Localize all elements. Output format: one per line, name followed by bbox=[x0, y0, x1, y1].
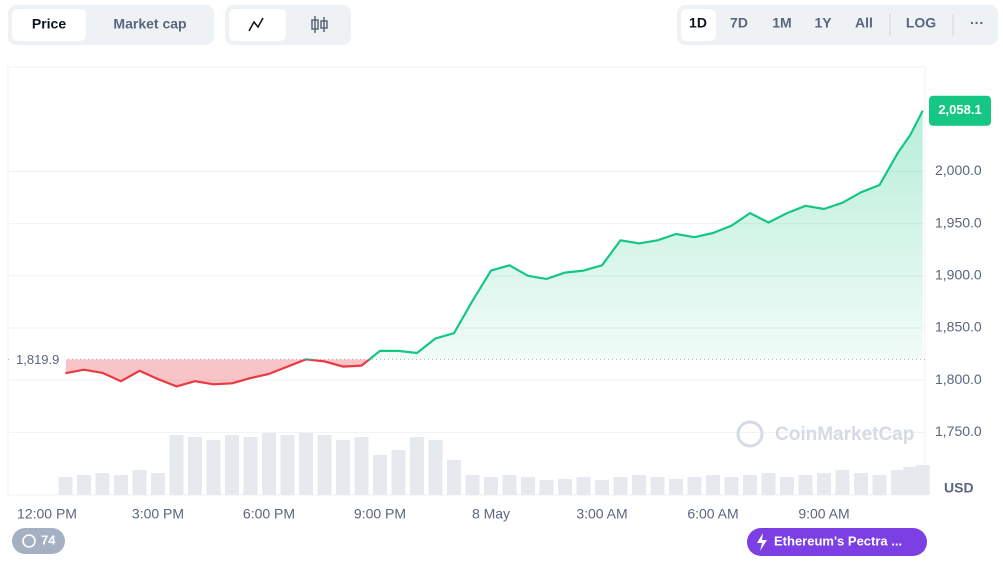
x-tick-label: 6:00 AM bbox=[687, 506, 738, 522]
price-line bbox=[65, 110, 924, 388]
watermark-logo bbox=[736, 420, 764, 448]
volume-bar bbox=[724, 477, 739, 495]
volume-bar bbox=[132, 470, 147, 495]
x-tick-label: 3:00 PM bbox=[132, 506, 184, 522]
news-text: Ethereum's Pectra ... bbox=[774, 533, 902, 548]
log-toggle[interactable]: LOG bbox=[906, 15, 936, 31]
x-tick-label: 9:00 PM bbox=[354, 506, 406, 522]
volume-bar bbox=[521, 477, 535, 495]
volume-bar bbox=[502, 475, 517, 495]
volume-bar bbox=[58, 477, 73, 495]
volume-bar bbox=[188, 437, 202, 495]
volume-bar bbox=[77, 475, 91, 495]
volume-bar bbox=[539, 480, 554, 495]
volume-bar bbox=[317, 435, 332, 495]
volume-bar bbox=[761, 473, 776, 495]
range-7d[interactable]: 7D bbox=[730, 15, 748, 31]
line-type-btn[interactable] bbox=[229, 9, 286, 41]
history-icon bbox=[22, 534, 36, 548]
volume-bar bbox=[280, 435, 295, 495]
volume-bar bbox=[650, 477, 665, 495]
volume-bar bbox=[114, 475, 128, 495]
range-group bbox=[677, 5, 998, 45]
volume-bar bbox=[817, 473, 831, 495]
x-tick-label: 8 May bbox=[472, 506, 510, 522]
volume-bar bbox=[854, 473, 868, 495]
x-tick-label: 3:00 AM bbox=[576, 506, 627, 522]
volume-bar bbox=[391, 450, 406, 495]
volume-bar bbox=[595, 480, 609, 495]
volume-bar bbox=[780, 477, 794, 495]
range-1d[interactable]: 1D bbox=[689, 15, 707, 31]
range-active-bg bbox=[681, 9, 716, 41]
range-1y[interactable]: 1Y bbox=[814, 15, 832, 31]
last-price-label: 2,058.1 bbox=[938, 102, 981, 117]
range-all[interactable]: All bbox=[855, 15, 873, 31]
volume-bar bbox=[447, 460, 461, 495]
volume-bar bbox=[206, 440, 221, 495]
x-tick-label: 12:00 PM bbox=[17, 506, 77, 522]
volume-bar bbox=[835, 470, 850, 495]
volume-bar bbox=[373, 455, 387, 495]
baseline-label-bg bbox=[10, 349, 66, 370]
x-tick-label: 9:00 AM bbox=[798, 506, 849, 522]
volume-bar bbox=[262, 433, 276, 495]
volume-bar bbox=[354, 437, 369, 495]
volume-bar bbox=[428, 440, 443, 495]
volume-bar bbox=[169, 435, 184, 495]
volume-bar bbox=[576, 477, 591, 495]
tab-price[interactable]: Price bbox=[32, 16, 66, 32]
baseline-label: 1,819.9 bbox=[16, 352, 59, 367]
y-tick-label: 1,800.0 bbox=[935, 371, 982, 387]
volume-bar bbox=[151, 473, 165, 495]
history-badge[interactable] bbox=[12, 528, 65, 554]
tab-market-cap[interactable]: Market cap bbox=[113, 16, 186, 32]
volume-bar bbox=[915, 465, 930, 495]
volume-bar bbox=[484, 477, 498, 495]
volume-bar bbox=[687, 477, 702, 495]
volume-bar bbox=[743, 475, 757, 495]
price-area bbox=[65, 110, 923, 387]
volume-bar bbox=[299, 433, 313, 495]
candle-icon[interactable] bbox=[311, 16, 328, 33]
volume-bar bbox=[798, 475, 813, 495]
volume-bar bbox=[632, 475, 646, 495]
tab-active-bg bbox=[12, 9, 86, 41]
volume-bar bbox=[336, 440, 350, 495]
volume-bar bbox=[669, 479, 683, 495]
line-icon bbox=[248, 17, 264, 32]
y-tick-label: 1,850.0 bbox=[935, 319, 982, 335]
x-tick-label: 6:00 PM bbox=[243, 506, 295, 522]
y-tick-label: 1,900.0 bbox=[935, 266, 982, 282]
volume-bar bbox=[225, 435, 239, 495]
currency: USD bbox=[944, 480, 974, 496]
news-icon bbox=[757, 533, 767, 551]
volume-bar bbox=[465, 475, 480, 495]
history-count: 74 bbox=[41, 532, 56, 547]
y-tick-label: 2,000.0 bbox=[935, 162, 982, 178]
volume-bar bbox=[891, 470, 905, 495]
volume-bar bbox=[706, 475, 720, 495]
more-btn[interactable]: ··· bbox=[970, 15, 984, 31]
range-1m[interactable]: 1M bbox=[772, 15, 791, 31]
volume-bar bbox=[410, 437, 424, 495]
volume-bar bbox=[613, 477, 628, 495]
volume-bar bbox=[558, 479, 572, 495]
volume-bar bbox=[872, 475, 887, 495]
volume-bar bbox=[903, 467, 918, 495]
watermark: CoinMarketCap bbox=[775, 424, 914, 445]
volume-bar bbox=[243, 437, 258, 495]
volume-bar bbox=[95, 473, 110, 495]
news-pill[interactable] bbox=[747, 528, 927, 556]
y-tick-label: 1,750.0 bbox=[935, 423, 982, 439]
last-price-tag bbox=[929, 95, 991, 126]
y-tick-label: 1,950.0 bbox=[935, 214, 982, 230]
